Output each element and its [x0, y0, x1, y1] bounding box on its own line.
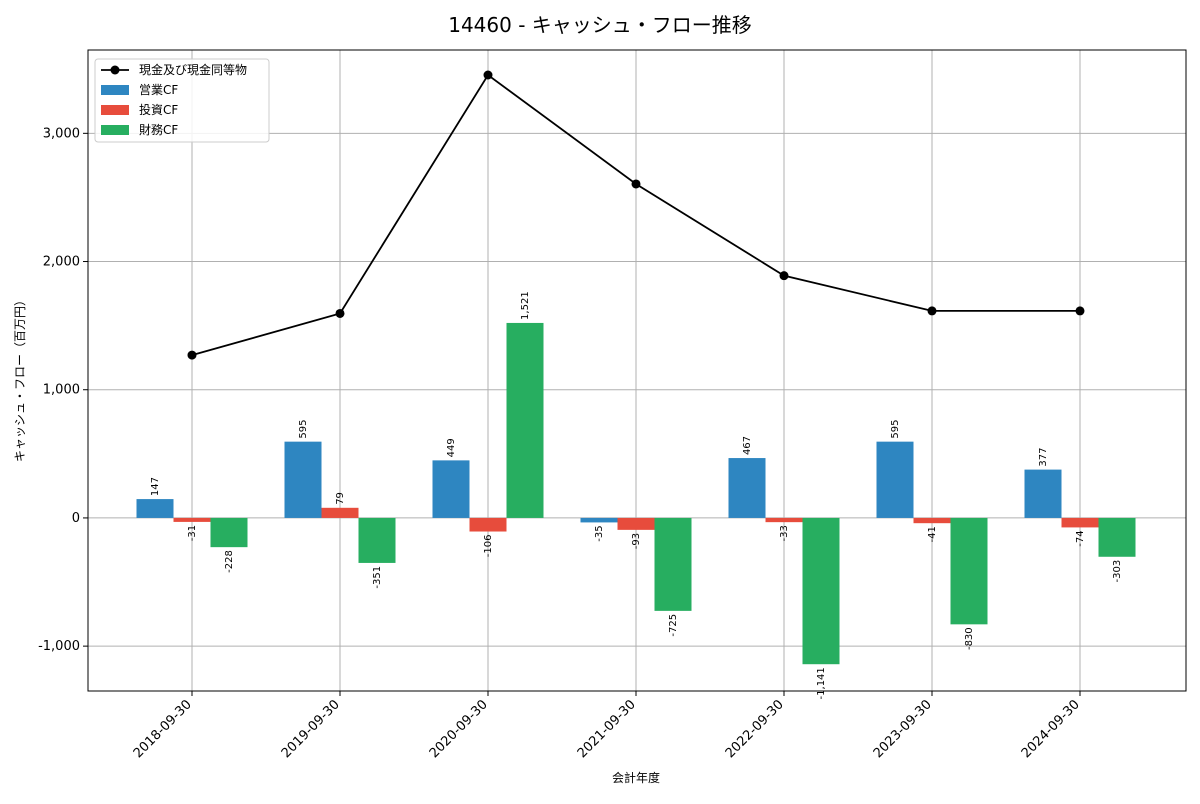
bar — [321, 507, 359, 518]
bar-data-label: -1,141 — [816, 667, 827, 699]
bars-layer — [136, 322, 1136, 665]
legend-label: 投資CF — [139, 102, 178, 117]
bar — [876, 441, 914, 518]
bar-data-label: -830 — [964, 627, 975, 650]
x-tick-label: 2018-09-30 — [131, 697, 195, 761]
bar-data-label: -74 — [1075, 530, 1086, 546]
cash-point — [187, 350, 197, 360]
bar — [1098, 517, 1136, 557]
bar — [136, 499, 174, 518]
legend-label: 営業CF — [139, 83, 178, 97]
bar-data-label: 449 — [446, 438, 457, 457]
y-tick-label: 1,000 — [43, 383, 80, 398]
cash-point — [483, 70, 493, 80]
bar-data-label: -41 — [927, 526, 938, 542]
cash-point — [779, 271, 789, 281]
bar — [1061, 517, 1099, 528]
cash-point — [335, 308, 345, 318]
x-tick-label: 2023-09-30 — [871, 697, 935, 761]
bar — [765, 517, 803, 523]
legend-label: 現金及び現金同等物 — [139, 62, 247, 77]
bar-data-label: -351 — [372, 566, 383, 589]
grid-layer — [88, 50, 1186, 691]
bar-data-label: 377 — [1038, 448, 1049, 467]
bar-data-label: -106 — [483, 535, 494, 558]
bar — [950, 517, 988, 625]
legend-swatch — [101, 125, 129, 135]
bar — [469, 517, 507, 532]
bar-data-label: -303 — [1112, 560, 1123, 583]
plot-frame — [87, 49, 1187, 692]
x-tick-label: 2019-09-30 — [279, 697, 343, 761]
bar-data-label: -93 — [631, 533, 642, 549]
y-tick-label: 3,000 — [43, 126, 80, 141]
legend-swatch — [101, 105, 129, 115]
bar — [210, 517, 248, 548]
y-tick-label: 2,000 — [43, 255, 80, 270]
y-tick-label: 0 — [72, 511, 80, 526]
x-tick-label: 2021-09-30 — [575, 697, 639, 761]
bar-data-label: -35 — [594, 525, 605, 541]
bar-data-label: 595 — [890, 420, 901, 439]
bar — [913, 517, 951, 524]
bar — [802, 517, 840, 665]
cash-point — [631, 179, 641, 189]
ticks-layer: -1,000 0 1,000 2,000 3,000 2018-09-30 2019-09-… — [38, 126, 1083, 761]
bar — [617, 517, 655, 530]
bar-data-label: -228 — [224, 550, 235, 573]
x-tick-label: 2020-09-30 — [427, 697, 491, 761]
bar — [728, 458, 766, 518]
bar — [506, 322, 544, 518]
labels-layer: 147 595 449 -35 467 595 377 -31 79 -106 -93 -33 -41 -… — [150, 291, 1123, 699]
x-tick-label: 2024-09-30 — [1019, 697, 1083, 761]
bar-data-label: 595 — [298, 420, 309, 439]
bar-data-label: -725 — [668, 614, 679, 637]
cash-point — [1075, 306, 1085, 316]
bar-data-label: 467 — [742, 436, 753, 455]
bar-data-label: 1,521 — [520, 291, 531, 320]
bar — [432, 460, 470, 518]
bar — [173, 517, 211, 522]
bar — [654, 517, 692, 611]
bar — [580, 517, 618, 523]
bar-data-label: -31 — [187, 525, 198, 541]
legend-frame — [94, 58, 270, 143]
chart-title: 14460 - キャッシュ・フロー推移 — [448, 13, 752, 37]
legend-label: 財務CF — [139, 122, 178, 137]
y-tick-label: -1,000 — [38, 639, 80, 654]
x-tick-label: 2022-09-30 — [723, 697, 787, 761]
legend-swatch — [101, 85, 129, 95]
y-axis-label: キャッシュ・フロー（百万円） — [13, 294, 27, 462]
bar-data-label: 79 — [335, 492, 346, 505]
legend-marker — [110, 65, 120, 75]
bar — [1024, 469, 1062, 518]
bar — [284, 441, 322, 518]
cash-point — [927, 306, 937, 316]
bar — [358, 517, 396, 563]
bar-data-label: 147 — [150, 477, 161, 496]
line-layer — [187, 70, 1085, 360]
x-axis-label: 会計年度 — [612, 770, 660, 785]
bar-data-label: -33 — [779, 525, 790, 541]
